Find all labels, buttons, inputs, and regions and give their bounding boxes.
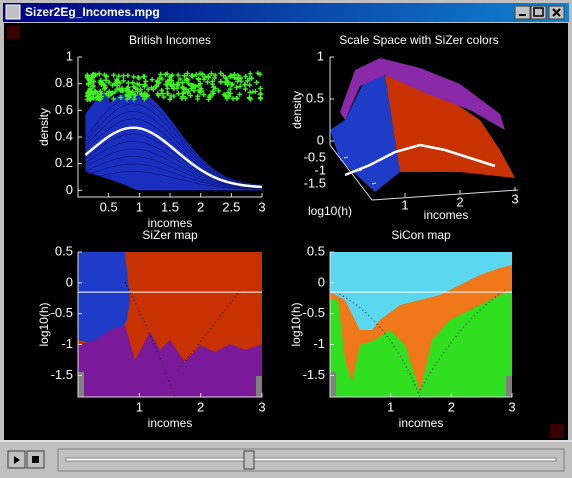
y-axis-label: density — [37, 108, 51, 146]
play-glyph — [14, 456, 20, 464]
x-tick-label: 3 — [258, 199, 265, 214]
x-tick-label: 1 — [136, 399, 143, 414]
y-tick-label: 0.6 — [55, 102, 73, 117]
app-icon — [5, 4, 21, 20]
y-tick-label: -1 — [314, 162, 326, 177]
family-curve — [85, 103, 263, 186]
x-tick-label: 2 — [448, 399, 455, 414]
family-curve — [85, 171, 263, 190]
surface-blue — [330, 75, 400, 192]
y-axis-label: log10(h) — [289, 302, 303, 346]
x-axis-label: incomes — [148, 416, 193, 430]
curve-family — [85, 94, 262, 191]
y-tick — [343, 156, 349, 159]
family-curve — [85, 163, 263, 190]
z-tick-label: 1 — [317, 48, 324, 63]
x-tick-label: 3 — [508, 399, 515, 414]
jittered-data — [84, 70, 264, 103]
x-axis-label: incomes — [424, 208, 469, 222]
z-axis-label: density — [290, 91, 304, 129]
axis-line — [329, 57, 519, 201]
plot-title: SiZer map — [142, 228, 198, 242]
y-axis-label: log10(h) — [308, 204, 352, 218]
x-tick-label: 1 — [387, 399, 394, 414]
x-tick-label: 2 — [197, 399, 204, 414]
insignificant-region — [78, 325, 262, 397]
x-tick-label: 0.5 — [100, 199, 118, 214]
minimize-glyph — [519, 14, 526, 16]
window-buttons — [514, 5, 565, 20]
sicon-map-image — [330, 252, 512, 398]
plot-title: Scale Space with SiZer colors — [339, 33, 498, 47]
y-tick-label: -1 — [313, 336, 325, 351]
plot-title: SiCon map — [391, 228, 451, 242]
surface-purple — [340, 58, 505, 130]
plot-title: British Incomes — [129, 33, 211, 47]
y-tick-label: 0.5 — [307, 243, 325, 258]
y-tick-label: 0 — [318, 274, 325, 289]
window-title: Sizer2Eg_Incomes.mpg — [25, 5, 160, 19]
x-tick-label: 3 — [258, 399, 265, 414]
y-tick-label: 0 — [66, 274, 73, 289]
smooth-curve — [344, 143, 496, 177]
title-bar — [3, 3, 569, 22]
y-tick-label: -0.5 — [51, 305, 73, 320]
y-tick-label: -1.5 — [51, 367, 73, 382]
decrease-region — [78, 252, 130, 345]
x-tick-label: 1 — [136, 199, 143, 214]
sparse-region — [506, 376, 512, 397]
maximize-glyph — [533, 7, 544, 17]
seek-frame — [57, 448, 565, 472]
x-tick-label: 3 — [511, 191, 518, 206]
x-tick-label: 2 — [456, 194, 463, 209]
z-tick-label: 0.5 — [306, 90, 324, 105]
close-glyph — [552, 8, 561, 17]
y-tick-label: 0 — [66, 182, 73, 197]
x-axis-label: incomes — [399, 416, 444, 430]
z-tick-label: 0 — [317, 132, 324, 147]
family-curve — [85, 148, 263, 189]
y-axis-label: log10(h) — [37, 302, 51, 346]
y-tick — [371, 182, 377, 185]
x-tick-label: 2.5 — [222, 199, 240, 214]
y-tick-label: 0.5 — [55, 243, 73, 258]
y-tick-label: 0.8 — [55, 75, 73, 90]
scale-space-surface — [329, 57, 519, 201]
dotted-curve — [124, 281, 241, 398]
surface-red — [385, 75, 515, 178]
corner-marker — [550, 424, 564, 438]
corner-marker — [7, 26, 20, 39]
sparse-region — [78, 372, 84, 397]
x-tick-label: 2 — [197, 199, 204, 214]
x-axis-label: incomes — [148, 216, 193, 230]
y-tick-label: -1 — [61, 336, 73, 351]
x-tick-label: 1 — [401, 197, 408, 212]
seek-track[interactable] — [65, 457, 557, 462]
y-tick-label: -1.5 — [304, 175, 326, 190]
insignificant-region — [330, 290, 512, 397]
sparse-region — [256, 376, 262, 397]
family-curve — [85, 96, 263, 186]
y-tick — [357, 169, 363, 172]
stop-glyph — [32, 456, 39, 463]
family-curve — [85, 156, 263, 189]
y-tick-label: -0.5 — [303, 305, 325, 320]
y-tick-label: 0.4 — [55, 128, 73, 143]
y-tick-label: -1.5 — [303, 367, 325, 382]
seek-thumb[interactable] — [243, 450, 255, 470]
sparse-region — [330, 372, 336, 397]
family-curve — [85, 111, 263, 187]
y-tick-label: 1 — [66, 48, 73, 63]
minimize-button[interactable] — [514, 5, 531, 20]
family-curve — [85, 141, 263, 188]
x-tick-label: 1.5 — [161, 199, 179, 214]
smooth-curve — [84, 126, 263, 189]
y-tick-label: -0.5 — [304, 149, 326, 164]
dotted-curve — [335, 289, 506, 398]
y-tick-label: 0.2 — [55, 155, 73, 170]
sizer-map-image — [78, 252, 262, 398]
